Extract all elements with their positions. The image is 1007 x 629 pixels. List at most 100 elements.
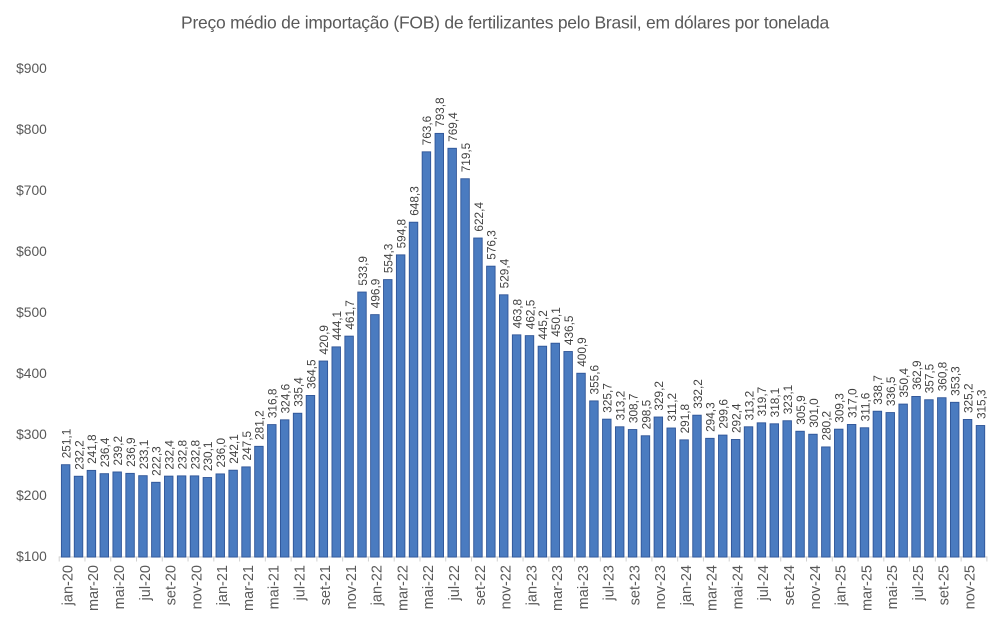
svg-text:436,5: 436,5 [562,315,576,345]
svg-text:793,8: 793,8 [433,97,447,127]
svg-text:299,6: 299,6 [717,399,731,429]
svg-text:232,4: 232,4 [163,440,177,470]
svg-text:mai-22: mai-22 [421,565,437,609]
svg-text:360,8: 360,8 [936,361,950,391]
svg-text:353,3: 353,3 [948,366,962,396]
svg-text:298,5: 298,5 [639,399,653,429]
svg-text:324,6: 324,6 [278,383,292,413]
svg-text:332,2: 332,2 [691,379,705,409]
svg-text:648,3: 648,3 [407,186,421,216]
svg-text:set-21: set-21 [318,565,334,605]
svg-text:444,1: 444,1 [330,311,344,341]
svg-text:jan-23: jan-23 [524,565,540,606]
svg-text:nov-24: nov-24 [808,565,824,609]
svg-text:jan-20: jan-20 [60,565,76,606]
svg-text:362,9: 362,9 [910,360,924,390]
svg-text:236,4: 236,4 [98,437,112,467]
svg-text:mai-25: mai-25 [885,565,901,609]
svg-text:jul-24: jul-24 [756,565,772,601]
svg-text:mai-20: mai-20 [112,565,128,609]
svg-text:305,9: 305,9 [794,395,808,425]
svg-text:239,2: 239,2 [111,436,125,466]
svg-text:$900: $900 [16,61,47,76]
svg-text:533,9: 533,9 [356,256,370,286]
svg-text:$400: $400 [16,366,47,381]
svg-text:309,3: 309,3 [833,393,847,423]
svg-text:jan-24: jan-24 [679,565,695,606]
svg-text:329,2: 329,2 [652,381,666,411]
svg-text:325,2: 325,2 [961,383,975,413]
svg-text:763,6: 763,6 [420,115,434,145]
svg-text:594,8: 594,8 [394,218,408,248]
svg-text:325,7: 325,7 [601,383,615,413]
svg-text:311,6: 311,6 [858,392,872,421]
svg-text:mai-24: mai-24 [730,565,746,609]
svg-text:mar-24: mar-24 [705,565,721,611]
svg-text:jul-22: jul-22 [447,565,463,601]
svg-text:$800: $800 [16,122,47,137]
svg-text:236,0: 236,0 [214,438,228,468]
svg-text:jan-25: jan-25 [834,565,850,606]
svg-text:nov-21: nov-21 [344,565,360,609]
svg-text:230,1: 230,1 [201,442,215,472]
svg-text:jan-22: jan-22 [370,565,386,606]
svg-text:355,6: 355,6 [588,364,602,394]
svg-text:$500: $500 [16,305,47,320]
svg-text:316,8: 316,8 [266,388,280,418]
svg-text:mar-22: mar-22 [395,565,411,611]
svg-text:232,8: 232,8 [175,439,189,469]
svg-text:232,8: 232,8 [188,439,202,469]
svg-text:364,5: 364,5 [304,359,318,389]
svg-text:$100: $100 [16,549,47,564]
svg-text:554,3: 554,3 [382,243,396,273]
svg-text:336,5: 336,5 [884,376,898,406]
svg-text:291,8: 291,8 [678,403,692,433]
svg-text:462,5: 462,5 [523,299,537,329]
svg-text:$700: $700 [16,183,47,198]
svg-text:nov-20: nov-20 [189,565,205,609]
svg-text:280,2: 280,2 [820,411,834,441]
svg-text:set-23: set-23 [627,565,643,605]
svg-text:set-24: set-24 [782,565,798,605]
svg-text:292,4: 292,4 [729,403,743,433]
svg-text:jul-23: jul-23 [602,565,618,601]
svg-text:719,5: 719,5 [459,142,473,172]
svg-text:769,4: 769,4 [446,112,460,142]
svg-text:461,7: 461,7 [343,300,357,330]
svg-text:251,1: 251,1 [59,429,73,459]
svg-text:315,3: 315,3 [974,389,988,419]
svg-text:247,5: 247,5 [240,430,254,460]
svg-text:jul-25: jul-25 [911,565,927,601]
svg-text:420,9: 420,9 [317,325,331,355]
svg-text:529,4: 529,4 [498,258,512,288]
svg-text:set-22: set-22 [473,565,489,605]
svg-text:nov-22: nov-22 [499,565,515,609]
svg-text:313,2: 313,2 [613,391,627,421]
svg-text:463,8: 463,8 [510,298,524,328]
svg-text:301,0: 301,0 [807,398,821,428]
svg-text:mar-20: mar-20 [86,565,102,611]
svg-text:294,3: 294,3 [704,402,718,432]
svg-text:mar-25: mar-25 [859,565,875,611]
svg-text:set-25: set-25 [937,565,953,605]
svg-text:319,7: 319,7 [755,387,769,417]
svg-text:622,4: 622,4 [472,202,486,232]
svg-text:mai-23: mai-23 [576,565,592,609]
svg-text:233,1: 233,1 [137,440,151,470]
svg-text:445,2: 445,2 [536,310,550,340]
svg-text:$300: $300 [16,427,47,442]
svg-text:323,1: 323,1 [781,385,795,415]
svg-text:mar-23: mar-23 [550,565,566,611]
svg-text:335,4: 335,4 [291,377,305,407]
svg-text:jan-21: jan-21 [215,565,231,606]
svg-text:mai-21: mai-21 [267,565,283,609]
svg-text:set-20: set-20 [164,565,180,605]
svg-text:450,1: 450,1 [549,307,563,337]
svg-text:jul-20: jul-20 [138,565,154,601]
svg-text:357,5: 357,5 [923,363,937,393]
svg-text:350,4: 350,4 [897,368,911,398]
svg-text:mar-21: mar-21 [241,565,257,611]
svg-text:576,3: 576,3 [485,230,499,260]
svg-text:281,2: 281,2 [253,410,267,440]
svg-text:222,3: 222,3 [150,446,164,476]
